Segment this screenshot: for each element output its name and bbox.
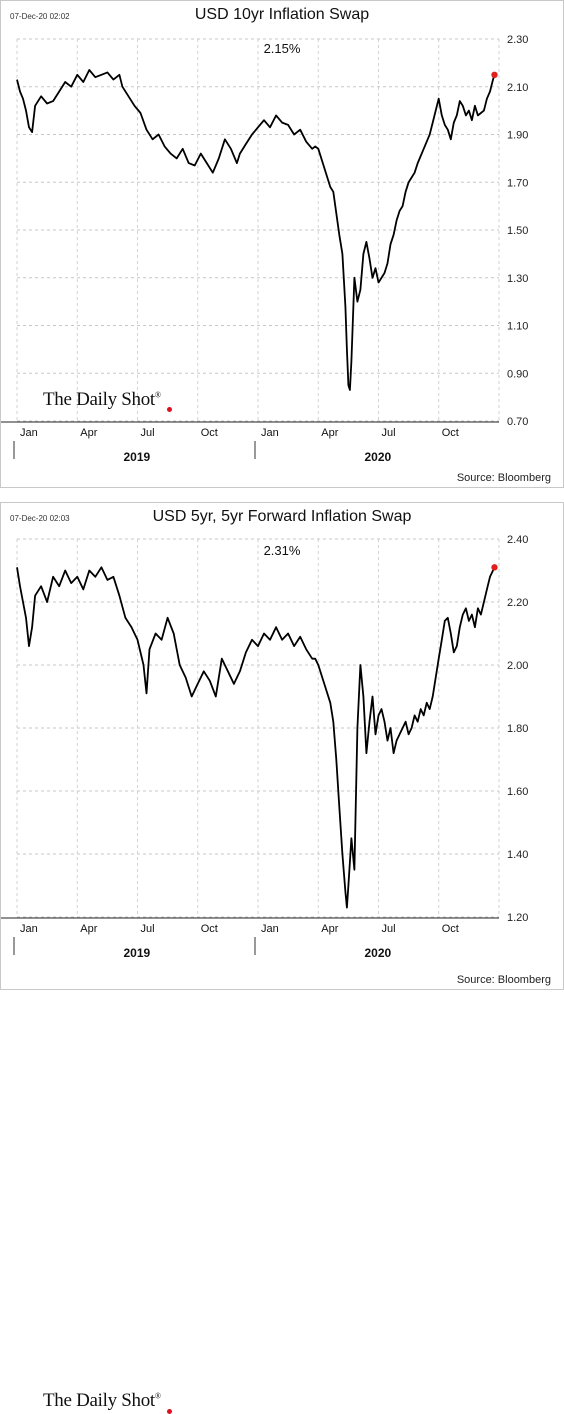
year-label: 2020 — [365, 946, 392, 960]
y-tick-label: 2.20 — [507, 597, 528, 609]
x-tick-label: Jul — [141, 427, 155, 439]
x-tick-label: Jul — [141, 923, 155, 935]
current-value-label: 2.31% — [263, 543, 301, 558]
x-tick-label: Oct — [442, 923, 459, 935]
y-tick-label: 2.10 — [507, 82, 528, 94]
y-tick-label: 1.60 — [507, 786, 528, 798]
year-label: 2019 — [124, 450, 151, 464]
chart-title: USD 5yr, 5yr Forward Inflation Swap — [152, 508, 412, 525]
x-tick-label: Jan — [261, 923, 279, 935]
y-tick-label: 2.40 — [507, 534, 528, 546]
chart-plot: 2.30 2.10 1.90 1.70 1.50 1.30 1.10 0.90 0.70 Jan A… — [1, 34, 528, 464]
x-tick-label: Jan — [20, 427, 38, 439]
y-tick-label: 0.90 — [507, 368, 528, 380]
logo-dot-icon — [167, 1409, 172, 1414]
x-tick-label: Jul — [382, 427, 396, 439]
year-label: 2019 — [124, 946, 151, 960]
x-tick-label: Jul — [382, 923, 396, 935]
logo-dot-icon — [167, 407, 172, 412]
y-tick-label: 0.70 — [507, 416, 528, 428]
registered-mark: ® — [154, 390, 161, 400]
chart-title: USD 10yr Inflation Swap — [194, 6, 370, 23]
registered-mark: ® — [154, 1391, 161, 1401]
y-tick-label: 1.50 — [507, 225, 528, 237]
chart-panel-10yr-swap: 07-Dec-20 02:02 USD 10yr Inflation Swap … — [0, 0, 564, 488]
y-tick-label: 1.30 — [507, 273, 528, 285]
year-label: 2020 — [365, 450, 392, 464]
x-tick-label: Oct — [201, 923, 218, 935]
source-label: Source: Bloomberg — [456, 974, 551, 986]
timestamp: 07-Dec-20 02:02 — [10, 12, 70, 21]
y-tick-label: 2.30 — [507, 34, 528, 46]
y-tick-label: 1.10 — [507, 321, 528, 333]
chart-plot: 2.40 2.20 2.00 1.80 1.60 1.40 1.20 Jan Apr Jul Oct… — [1, 534, 528, 960]
x-tick-label: Oct — [201, 427, 218, 439]
y-tick-label: 1.90 — [507, 130, 528, 142]
x-tick-label: Apr — [80, 427, 97, 439]
y-tick-label: 2.00 — [507, 660, 528, 672]
y-tick-label: 1.40 — [507, 849, 528, 861]
x-tick-label: Jan — [20, 923, 38, 935]
daily-shot-logo: The Daily Shot® — [43, 389, 161, 410]
x-tick-label: Apr — [321, 427, 338, 439]
series-line — [16, 566, 496, 909]
y-tick-label: 1.80 — [507, 723, 528, 735]
x-tick-label: Apr — [321, 923, 338, 935]
current-value-label: 2.15% — [263, 41, 301, 56]
last-value-marker — [491, 71, 498, 79]
chart-panel-5y5y-swap: 07-Dec-20 02:03 USD 5yr, 5yr Forward Inf… — [0, 502, 564, 1414]
y-tick-label: 1.20 — [507, 912, 528, 924]
y-tick-label: 1.70 — [507, 177, 528, 189]
x-tick-label: Oct — [442, 427, 459, 439]
x-tick-label: Apr — [80, 923, 97, 935]
source-label: Source: Bloomberg — [456, 472, 551, 484]
series-line — [16, 69, 496, 391]
x-tick-label: Jan — [261, 427, 279, 439]
daily-shot-logo: The Daily Shot® — [43, 1390, 161, 1411]
timestamp: 07-Dec-20 02:03 — [10, 514, 70, 523]
last-value-marker — [491, 564, 498, 571]
